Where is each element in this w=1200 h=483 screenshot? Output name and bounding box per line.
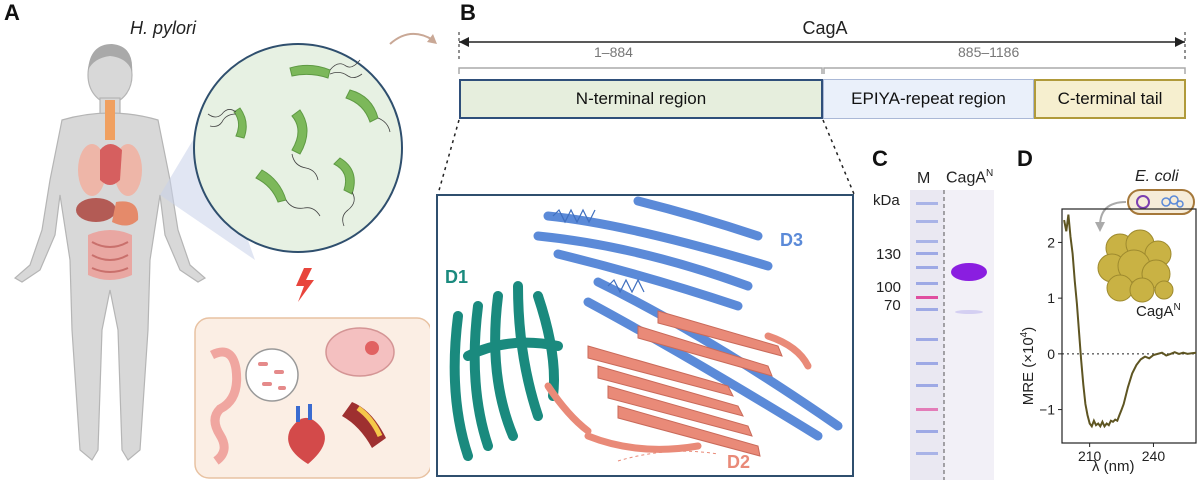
gel-image: [910, 190, 994, 480]
cd-ytick-label: 0: [1047, 346, 1055, 362]
bacteria-group: [233, 64, 379, 203]
caga-title: CagA: [802, 18, 848, 38]
e-coli-cell-icon: [1127, 189, 1195, 215]
c-terminal-tail: C-terminal tail: [1034, 79, 1186, 119]
cd-xlabel: λ (nm): [1092, 458, 1135, 475]
lane-sample-label: CagAN: [946, 168, 993, 187]
cd-ytick-label: −1: [1040, 402, 1055, 418]
panel-d-letter: D: [1017, 146, 1033, 171]
cd-ylabel-tail: ): [1020, 326, 1037, 332]
lane-m-label: M: [917, 170, 931, 187]
panel-a-letter: A: [4, 0, 20, 25]
panel-a-illustration: [13, 43, 430, 479]
caga-band: [951, 263, 987, 281]
expression-arrow: [1095, 201, 1127, 232]
e-coli-label: E. coli: [1135, 168, 1179, 185]
cd-plot-frame: [1061, 208, 1197, 444]
d2-sheets: [587, 310, 783, 457]
surface-model-label: CagAN: [1136, 302, 1181, 320]
cd-ylabel-sup: 4: [1019, 331, 1030, 338]
h-pylori-label: H. pylori: [130, 18, 197, 38]
range-c-label: 885–1186: [958, 44, 1020, 60]
arrow-a-to-b: [389, 33, 437, 45]
lane-sample-text: CagA: [946, 169, 987, 187]
d3-helices: [533, 196, 843, 441]
surface-model-sup: N: [1173, 302, 1181, 313]
surface-model-text: CagA: [1136, 303, 1174, 320]
marker-bands: [916, 202, 938, 455]
protein-structure: [449, 196, 843, 462]
n-terminal-region: N-terminal region: [459, 79, 823, 119]
cd-xtick-label: 210: [1078, 448, 1102, 464]
cd-ytick-label: 2: [1047, 234, 1055, 250]
marker-70: 70: [884, 297, 901, 314]
cd-ytick-label: 1: [1047, 290, 1055, 306]
organs-group: [76, 100, 142, 280]
d3-label: D3: [780, 230, 804, 250]
zoom-lines: [437, 119, 855, 195]
lane-sample-sup: N: [986, 168, 994, 179]
lightning-icon: [296, 268, 314, 302]
cd-ylabel: MRE (×104): [1019, 301, 1037, 431]
panel-b-letter: B: [460, 0, 476, 25]
caga-span-arrow: [458, 32, 1186, 74]
disease-illustrations: [209, 327, 395, 465]
marker-130: 130: [876, 246, 902, 263]
hair-shape: [88, 44, 133, 72]
caga-surface-model: [1097, 229, 1174, 303]
kda-label: kDa: [873, 192, 900, 209]
d1-label: D1: [445, 267, 469, 287]
d1-helices: [449, 281, 563, 461]
panel-c-letter: C: [872, 146, 888, 171]
range-n-label: 1–884: [594, 44, 633, 60]
epiya-repeat-region: EPIYA-repeat region: [823, 79, 1034, 119]
cd-line: [1063, 214, 1197, 429]
cd-xtick-label: 240: [1142, 448, 1166, 464]
d2-label: D2: [727, 452, 751, 472]
marker-100: 100: [876, 279, 902, 296]
flagella-group: [207, 59, 391, 227]
cd-ylabel-text: MRE (×10: [1020, 337, 1037, 406]
cd-series-line: [1063, 214, 1197, 429]
